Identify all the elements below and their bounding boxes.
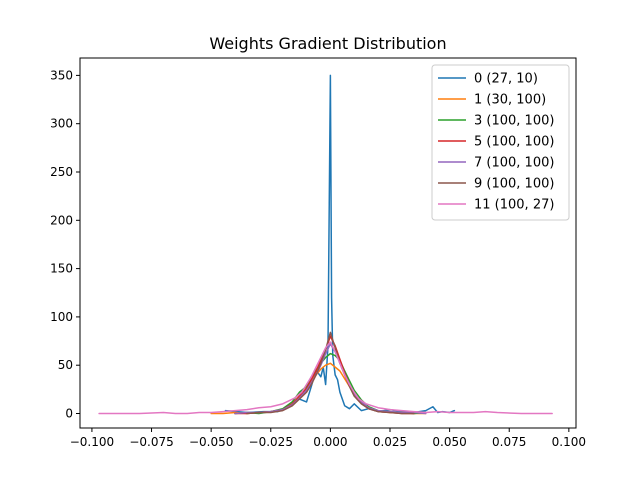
- legend-label-1: 1 (30, 100): [474, 93, 546, 108]
- series-line-5: [246, 331, 415, 415]
- x-tick-label: 0.075: [492, 435, 526, 449]
- series-layer: [98, 74, 553, 415]
- x-tick-label: −0.100: [70, 435, 114, 449]
- y-tick-label: 50: [58, 358, 73, 372]
- y-tick-label: 300: [50, 117, 73, 131]
- y-tick-label: 200: [50, 213, 73, 227]
- legend-label-5: 9 (100, 100): [474, 177, 554, 192]
- legend-label-6: 11 (100, 27): [474, 198, 554, 213]
- x-tick-label: 0.025: [373, 435, 407, 449]
- legend-label-4: 7 (100, 100): [474, 156, 554, 171]
- x-tick-label: −0.025: [249, 435, 293, 449]
- x-tick-label: −0.050: [189, 435, 233, 449]
- x-tick-label: 0.050: [432, 435, 466, 449]
- legend-label-3: 5 (100, 100): [474, 135, 554, 150]
- series-line-4: [234, 343, 427, 415]
- series-line-6: [98, 341, 553, 415]
- y-tick-label: 100: [50, 310, 73, 324]
- legend-frame: [431, 64, 570, 221]
- y-axis: 0 50 100 150 200 250 300 350: [50, 68, 80, 421]
- chart-title: Weights Gradient Distribution: [209, 34, 446, 53]
- y-tick-label: 0: [65, 407, 73, 421]
- x-tick-label: 0.000: [313, 435, 347, 449]
- x-tick-label: 0.100: [552, 435, 586, 449]
- y-tick-label: 350: [50, 68, 73, 82]
- legend-label-0: 0 (27, 10): [474, 72, 538, 87]
- y-tick-label: 250: [50, 165, 73, 179]
- x-tick-label: −0.075: [129, 435, 173, 449]
- legend: 0 (27, 10) 1 (30, 100) 3 (100, 100) 5 (100,…: [431, 64, 570, 221]
- axes-frame: [79, 57, 577, 429]
- legend-label-2: 3 (100, 100): [474, 114, 554, 129]
- y-tick-label: 150: [50, 262, 73, 276]
- x-axis: −0.100 −0.075 −0.050 −0.025 0.000 0.025 0.050 0…: [70, 428, 586, 449]
